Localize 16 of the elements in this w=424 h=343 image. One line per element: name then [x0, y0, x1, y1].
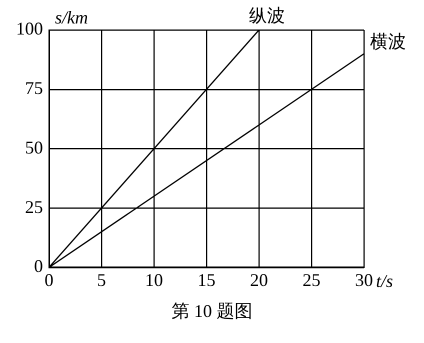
y-tick-label: 25 [25, 196, 43, 217]
y-tick-label: 75 [25, 78, 43, 98]
x-tick-label: 15 [198, 270, 216, 290]
series-label: 横波 [370, 31, 406, 52]
x-axis-title: t/s [376, 271, 394, 292]
y-axis-title: s/km [55, 8, 88, 28]
x-tick-label: 30 [355, 270, 373, 290]
x-tick-label: 25 [302, 270, 320, 290]
text: 第 10 题图 [170, 300, 254, 323]
y-tick-label: 50 [25, 137, 43, 158]
series-label: 纵波 [249, 6, 285, 26]
y-tick-label: 100 [16, 18, 43, 39]
y-tick-label: 0 [34, 256, 43, 276]
x-tick-label: 10 [145, 270, 163, 290]
x-tick-label: 20 [250, 270, 268, 290]
x-tick-label: 5 [97, 270, 106, 290]
